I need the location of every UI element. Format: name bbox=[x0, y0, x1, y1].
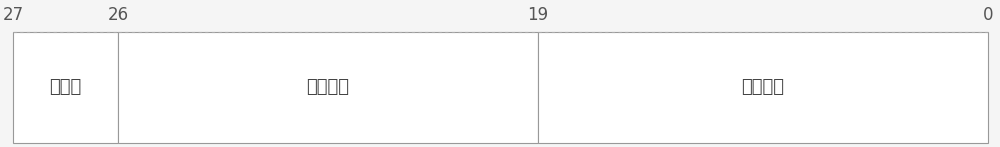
Bar bbox=[118, 32, 538, 143]
Text: 19: 19 bbox=[527, 6, 549, 24]
Text: 小数部分: 小数部分 bbox=[742, 78, 784, 96]
Text: 整数部分: 整数部分 bbox=[306, 78, 350, 96]
Bar bbox=[13, 32, 118, 143]
Text: 0: 0 bbox=[983, 6, 993, 24]
Text: 26: 26 bbox=[107, 6, 129, 24]
Text: 27: 27 bbox=[2, 6, 24, 24]
Bar bbox=[538, 32, 988, 143]
Text: 符号位: 符号位 bbox=[49, 78, 82, 96]
